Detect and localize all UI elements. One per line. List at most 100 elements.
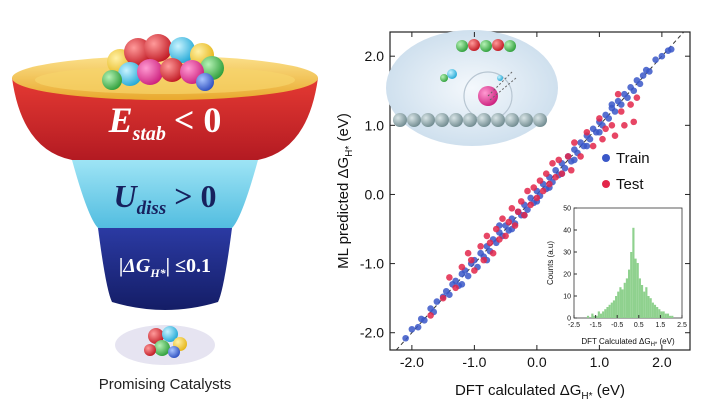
inset-x-tick-label: -2.5 <box>568 322 580 329</box>
data-point-test <box>614 90 622 98</box>
y-tick-label: -2.0 <box>360 325 384 341</box>
histogram-bar <box>604 309 607 318</box>
histogram-bar <box>649 298 652 318</box>
histogram-bar <box>671 315 674 318</box>
histogram-bar <box>636 263 639 318</box>
data-point-train <box>667 45 675 53</box>
adsorption-schematic-icon <box>386 30 558 146</box>
histogram-bar <box>610 302 613 318</box>
screening-funnel: Estab < 0 Udiss > 0 |ΔGH*| ≤0.1 Promising … <box>12 34 318 393</box>
legend-train-label: Train <box>616 150 650 167</box>
histogram-bar <box>619 287 622 318</box>
data-point-train <box>561 164 569 172</box>
data-point-train <box>527 194 534 202</box>
data-point-train <box>408 325 416 333</box>
x-axis-label-sub: H* <box>581 391 592 402</box>
data-point-test <box>521 211 528 219</box>
stage3-text: |ΔGH*| ≤0.1 <box>119 255 211 280</box>
histogram-bar <box>612 300 616 318</box>
x-axis-label-main: DFT calculated ΔG <box>455 382 581 399</box>
histogram-bar <box>591 313 594 318</box>
funnel-stage-binding <box>98 228 232 310</box>
histogram-bar <box>640 285 644 318</box>
x-tick-label: 1.0 <box>590 354 610 370</box>
histogram-bar <box>660 311 663 318</box>
histogram-bar <box>599 313 603 318</box>
y-axis-label-unit: (eV) <box>335 113 352 146</box>
data-point-test <box>492 225 500 233</box>
data-point-test <box>471 267 478 274</box>
data-point-test <box>464 249 472 257</box>
data-point-test <box>536 177 544 184</box>
stage1-relation: < 0 <box>174 100 222 140</box>
data-point-test <box>542 170 550 178</box>
y-tick-label: 0.0 <box>365 186 385 202</box>
data-point-test <box>489 249 497 257</box>
data-point-test <box>514 208 522 216</box>
data-point-test <box>505 218 513 226</box>
data-point-train <box>611 108 619 115</box>
x-axis-ticks: -2.0 -1.0 0.0 1.0 2.0 <box>400 32 672 370</box>
inset-y-tick-label: 30 <box>563 250 571 257</box>
data-point-test <box>452 284 459 292</box>
data-point-train <box>658 52 666 60</box>
histogram-bar <box>632 227 635 318</box>
funnel-rim-inner <box>35 66 295 94</box>
histogram-bar <box>664 313 667 318</box>
histogram-bar <box>662 311 665 318</box>
data-point-train <box>452 277 459 285</box>
data-point-train <box>524 206 531 213</box>
data-point-test <box>567 166 575 174</box>
x-tick-label: -2.0 <box>400 354 424 370</box>
data-point-test <box>486 239 494 247</box>
x-tick-label: 2.0 <box>652 354 672 370</box>
data-point-train <box>617 101 625 108</box>
inset-y-tick-label: 50 <box>563 206 571 213</box>
histogram-bar <box>669 315 672 318</box>
histogram-bar <box>625 278 628 318</box>
histogram-bar <box>602 311 605 318</box>
data-point-test <box>533 194 541 202</box>
stage1-text: Estab < 0 <box>108 100 222 145</box>
inset-histogram: -2.5 -1.5 -0.5 0.5 1.5 2.5 0 10 20 30 40 50 Counts… <box>546 206 687 349</box>
data-point-test <box>630 118 638 126</box>
data-point-train <box>596 128 603 136</box>
data-point-train <box>583 142 591 150</box>
data-point-test <box>602 125 609 133</box>
histogram-bar <box>634 258 637 318</box>
data-point-test <box>589 142 597 150</box>
data-point-train <box>421 316 428 324</box>
data-point-test <box>577 153 584 160</box>
data-point-test <box>546 180 553 188</box>
data-point-test <box>458 263 466 271</box>
data-point-test <box>527 201 534 209</box>
data-point-train <box>433 298 441 305</box>
inset-x-tick-label: -0.5 <box>611 322 623 329</box>
data-point-test <box>446 274 453 281</box>
inset-x-ticks: -2.5 -1.5 -0.5 0.5 1.5 2.5 <box>568 315 687 329</box>
data-point-test <box>511 222 519 229</box>
histogram-bar <box>656 307 659 318</box>
inset-x-label-main: DFT Calculated ΔG <box>581 337 650 346</box>
stage2-text: Udiss > 0 <box>114 178 217 219</box>
data-point-test <box>483 232 491 240</box>
data-point-train <box>639 72 647 79</box>
data-point-train <box>586 135 594 143</box>
histogram-bar <box>651 302 654 318</box>
histogram-bar <box>628 269 631 318</box>
legend: Train Test <box>602 150 650 193</box>
stage3-symbol: |ΔG <box>119 255 151 277</box>
data-point-test <box>564 153 572 160</box>
data-point-test <box>627 101 634 108</box>
stage3-subscript: H* <box>149 266 166 280</box>
data-point-test <box>467 256 475 264</box>
histogram-bar <box>638 278 641 318</box>
stage2-symbol: U <box>114 178 139 214</box>
data-point-test <box>530 184 538 191</box>
x-axis-label-unit: (eV) <box>593 382 626 399</box>
data-point-test <box>555 156 563 164</box>
inset-y-ticks: 0 10 20 30 40 50 <box>563 206 577 323</box>
data-point-train <box>630 87 638 95</box>
data-point-test <box>524 187 531 195</box>
